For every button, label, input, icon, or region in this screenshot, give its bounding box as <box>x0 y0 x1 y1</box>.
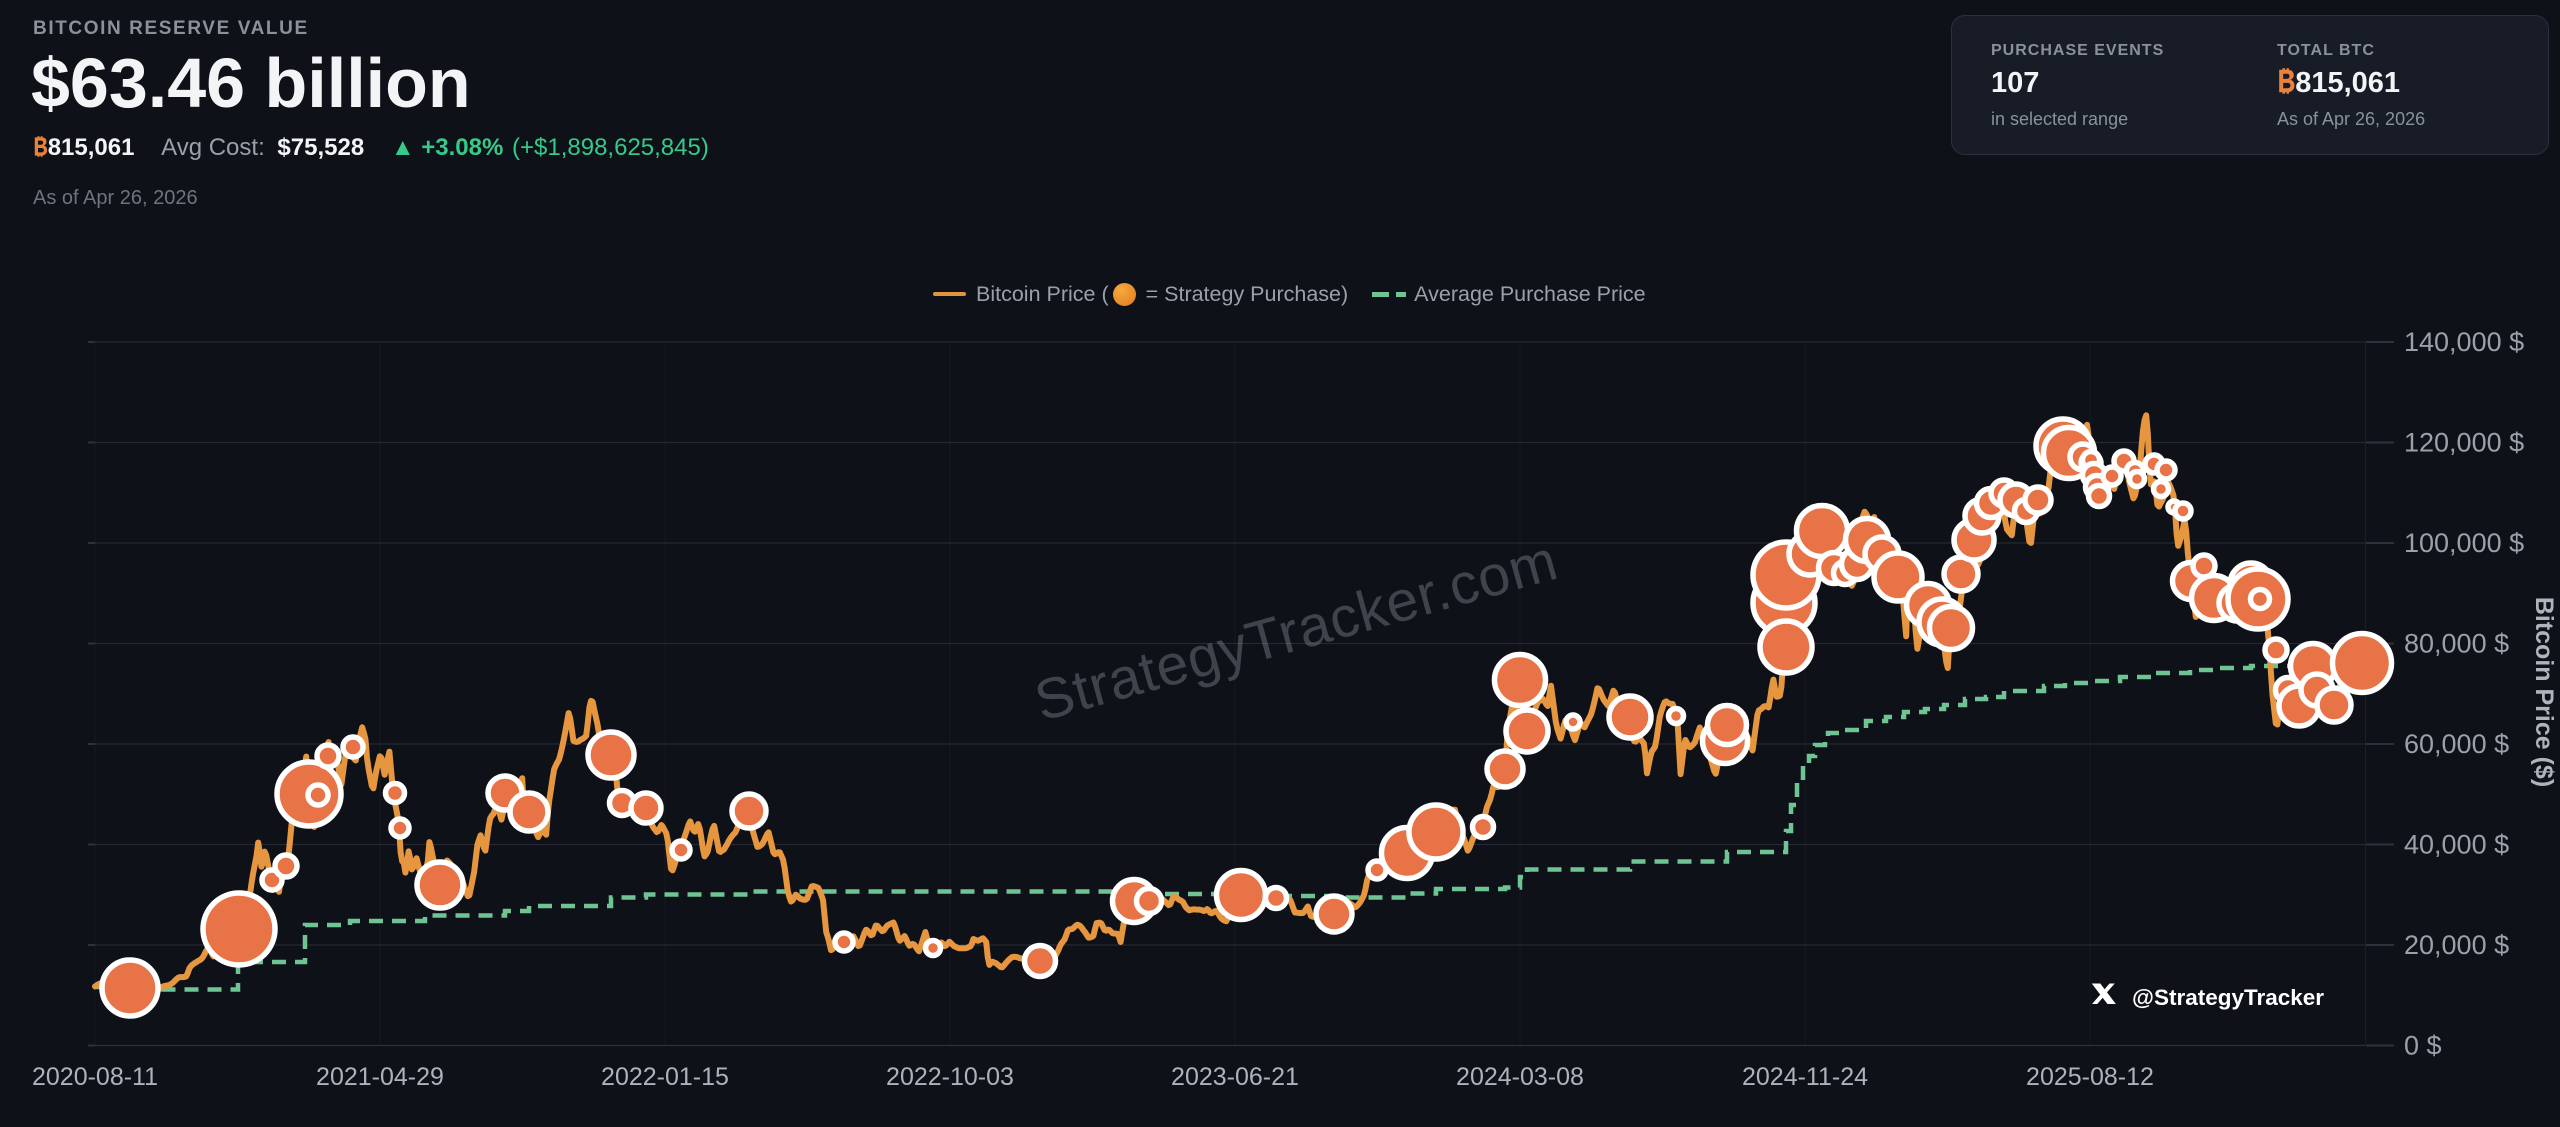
svg-text:100,000 $: 100,000 $ <box>2404 528 2524 558</box>
svg-text:StrategyTracker.com: StrategyTracker.com <box>1028 528 1564 734</box>
svg-text:2023-06-21: 2023-06-21 <box>1171 1063 1299 1091</box>
svg-text:2024-03-08: 2024-03-08 <box>1456 1063 1584 1091</box>
svg-text:@StrategyTracker: @StrategyTracker <box>2132 985 2324 1010</box>
svg-text:2020-08-11: 2020-08-11 <box>32 1063 158 1091</box>
svg-text:2022-01-15: 2022-01-15 <box>601 1063 729 1091</box>
svg-text:60,000 $: 60,000 $ <box>2404 729 2509 759</box>
svg-text:40,000 $: 40,000 $ <box>2404 830 2509 860</box>
svg-text:2024-11-24: 2024-11-24 <box>1742 1063 1868 1091</box>
svg-text:2022-10-03: 2022-10-03 <box>886 1063 1014 1091</box>
svg-text:80,000 $: 80,000 $ <box>2404 629 2509 659</box>
svg-text:140,000 $: 140,000 $ <box>2404 327 2524 357</box>
svg-text:2025-08-12: 2025-08-12 <box>2026 1063 2154 1091</box>
svg-text:2021-04-29: 2021-04-29 <box>316 1063 444 1091</box>
svg-text:0 $: 0 $ <box>2404 1031 2442 1061</box>
svg-text:120,000 $: 120,000 $ <box>2404 428 2524 458</box>
svg-text:20,000 $: 20,000 $ <box>2404 930 2509 960</box>
svg-text:Bitcoin Price ($): Bitcoin Price ($) <box>2530 597 2558 787</box>
